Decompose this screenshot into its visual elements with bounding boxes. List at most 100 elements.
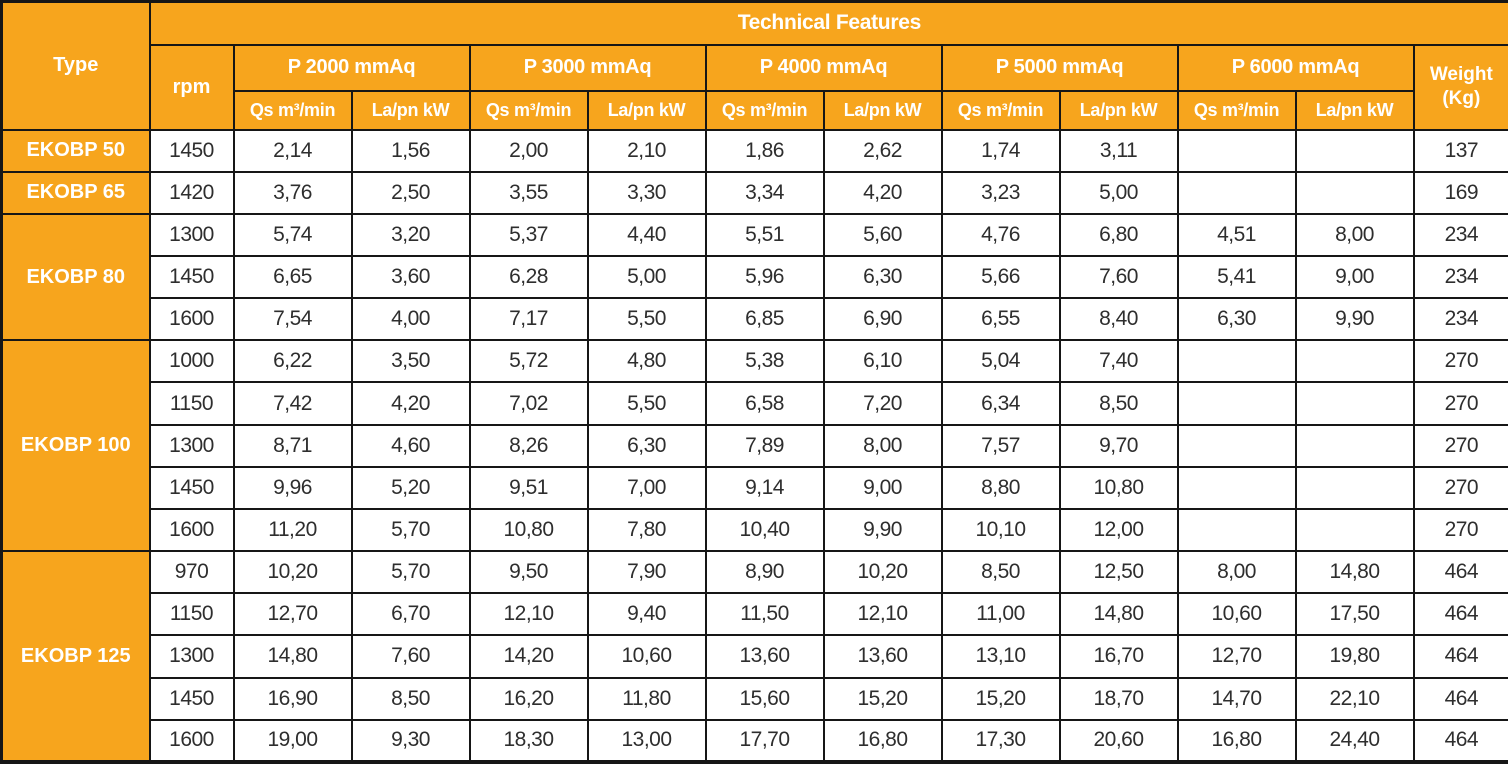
- la-subheader-6000: La/pn kW: [1294, 89, 1415, 131]
- value-cell: 5,50: [586, 381, 707, 426]
- rpm-cell: 1000: [148, 339, 235, 384]
- rpm-cell: 1600: [148, 297, 235, 342]
- value-cell: 2,10: [586, 128, 707, 173]
- rpm-column-header: rpm: [148, 43, 235, 131]
- value-cell: 16,70: [1058, 634, 1179, 679]
- value-cell: 15,60: [704, 676, 825, 721]
- pressure-group-header-2000: P 2000 mmAq: [232, 43, 471, 92]
- rpm-cell: 1450: [148, 676, 235, 721]
- value-cell: 17,30: [940, 718, 1061, 764]
- rpm-cell: 1150: [148, 592, 235, 637]
- value-cell: 14,20: [468, 634, 589, 679]
- table-row: EKOBP 125 970 10,20 5,70 9,50 7,90 8,90 10,20 8,…: [0, 550, 1508, 763]
- value-cell: 5,70: [350, 550, 471, 595]
- value-cell: 13,60: [822, 634, 943, 679]
- pressure-group-header-4000: P 4000 mmAq: [704, 43, 943, 92]
- pressure-group-header-5000: P 5000 mmAq: [940, 43, 1179, 92]
- value-cell: 9,90: [822, 507, 943, 553]
- value-cell: 11,00: [940, 592, 1061, 637]
- value-cell: 9,30: [350, 718, 471, 764]
- value-cell: 5,72: [468, 339, 589, 384]
- table-body: EKOBP 50 1450 2,14 1,56 2,00 2,10 1,86 2,62 1,74…: [0, 128, 1508, 764]
- table-row: 1600 19,00 9,30 18,30 13,00 17,70 16,80 17,30 20…: [2, 718, 1508, 764]
- qs-subheader-2000: Qs m³/min: [232, 89, 353, 131]
- value-cell: 7,80: [586, 507, 707, 553]
- value-cell: 9,70: [1058, 423, 1179, 468]
- weight-cell: 270: [1412, 339, 1508, 384]
- value-cell: 6,65: [232, 254, 353, 300]
- weight-cell: 464: [1412, 676, 1508, 721]
- value-cell: 9,14: [704, 465, 825, 510]
- value-cell: 6,22: [232, 339, 353, 384]
- value-cell: 6,30: [1176, 297, 1297, 342]
- value-cell: 10,60: [1176, 592, 1297, 637]
- value-cell: 3,50: [350, 339, 471, 384]
- value-cell: 7,02: [468, 381, 589, 426]
- value-cell: 6,30: [822, 254, 943, 300]
- weight-cell: 169: [1412, 170, 1508, 215]
- value-cell: 2,00: [468, 128, 589, 173]
- value-cell: 19,00: [232, 718, 353, 764]
- value-cell: 1,74: [940, 128, 1061, 173]
- value-cell: 5,37: [468, 212, 589, 257]
- value-cell: 3,20: [350, 212, 471, 257]
- value-cell: 10,40: [704, 507, 825, 553]
- table-row: EKOBP 100 1000 6,22 3,50 5,72 4,80 5,38 6,10 5,0…: [0, 339, 1508, 553]
- value-cell: 7,89: [704, 423, 825, 468]
- value-cell: [1176, 507, 1297, 553]
- value-cell: 8,50: [350, 676, 471, 721]
- weight-cell: 270: [1412, 381, 1508, 426]
- type-cell: EKOBP 65: [0, 170, 151, 215]
- value-cell: [1294, 507, 1415, 553]
- value-cell: [1294, 128, 1415, 173]
- value-cell: 14,80: [1058, 592, 1179, 637]
- la-subheader-4000: La/pn kW: [822, 89, 943, 131]
- value-cell: 8,50: [1058, 381, 1179, 426]
- value-cell: 5,41: [1176, 254, 1297, 300]
- type-cell: EKOBP 50: [0, 128, 151, 173]
- value-cell: 5,60: [822, 212, 943, 257]
- value-cell: 7,42: [232, 381, 353, 426]
- type-cell: EKOBP 100: [0, 339, 151, 553]
- value-cell: 18,70: [1058, 676, 1179, 721]
- value-cell: 10,20: [822, 550, 943, 595]
- rpm-cell: 1600: [148, 507, 235, 553]
- value-cell: 14,70: [1176, 676, 1297, 721]
- weight-cell: 270: [1412, 507, 1508, 553]
- table-row: 1150 12,70 6,70 12,10 9,40 11,50 12,10 11,00 14,…: [2, 592, 1508, 637]
- value-cell: 5,70: [350, 507, 471, 553]
- value-cell: 13,00: [586, 718, 707, 764]
- value-cell: 4,80: [586, 339, 707, 384]
- value-cell: 8,90: [704, 550, 825, 595]
- value-cell: [1176, 465, 1297, 510]
- value-cell: 9,51: [468, 465, 589, 510]
- rpm-cell: 1450: [148, 465, 235, 510]
- value-cell: 6,55: [940, 297, 1061, 342]
- weight-cell: 270: [1412, 423, 1508, 468]
- value-cell: 11,20: [232, 507, 353, 553]
- value-cell: 1,56: [350, 128, 471, 173]
- value-cell: [1176, 170, 1297, 215]
- value-cell: 3,11: [1058, 128, 1179, 173]
- rpm-cell: 1300: [148, 634, 235, 679]
- value-cell: 12,10: [822, 592, 943, 637]
- value-cell: 6,80: [1058, 212, 1179, 257]
- value-cell: 3,34: [704, 170, 825, 215]
- value-cell: 16,80: [822, 718, 943, 764]
- value-cell: [1176, 128, 1297, 173]
- value-cell: 6,58: [704, 381, 825, 426]
- table-row: 1450 6,65 3,60 6,28 5,00 5,96 6,30 5,66 7,60 5,41…: [2, 254, 1508, 300]
- value-cell: 16,20: [468, 676, 589, 721]
- value-cell: [1294, 339, 1415, 384]
- value-cell: 8,71: [232, 423, 353, 468]
- value-cell: 22,10: [1294, 676, 1415, 721]
- value-cell: 12,50: [1058, 550, 1179, 595]
- value-cell: 15,20: [822, 676, 943, 721]
- value-cell: 18,30: [468, 718, 589, 764]
- value-cell: 10,20: [232, 550, 353, 595]
- value-cell: 7,90: [586, 550, 707, 595]
- value-cell: 7,40: [1058, 339, 1179, 384]
- rpm-cell: 970: [148, 550, 235, 595]
- type-cell: EKOBP 125: [0, 550, 151, 763]
- type-column-header: Type: [0, 0, 151, 131]
